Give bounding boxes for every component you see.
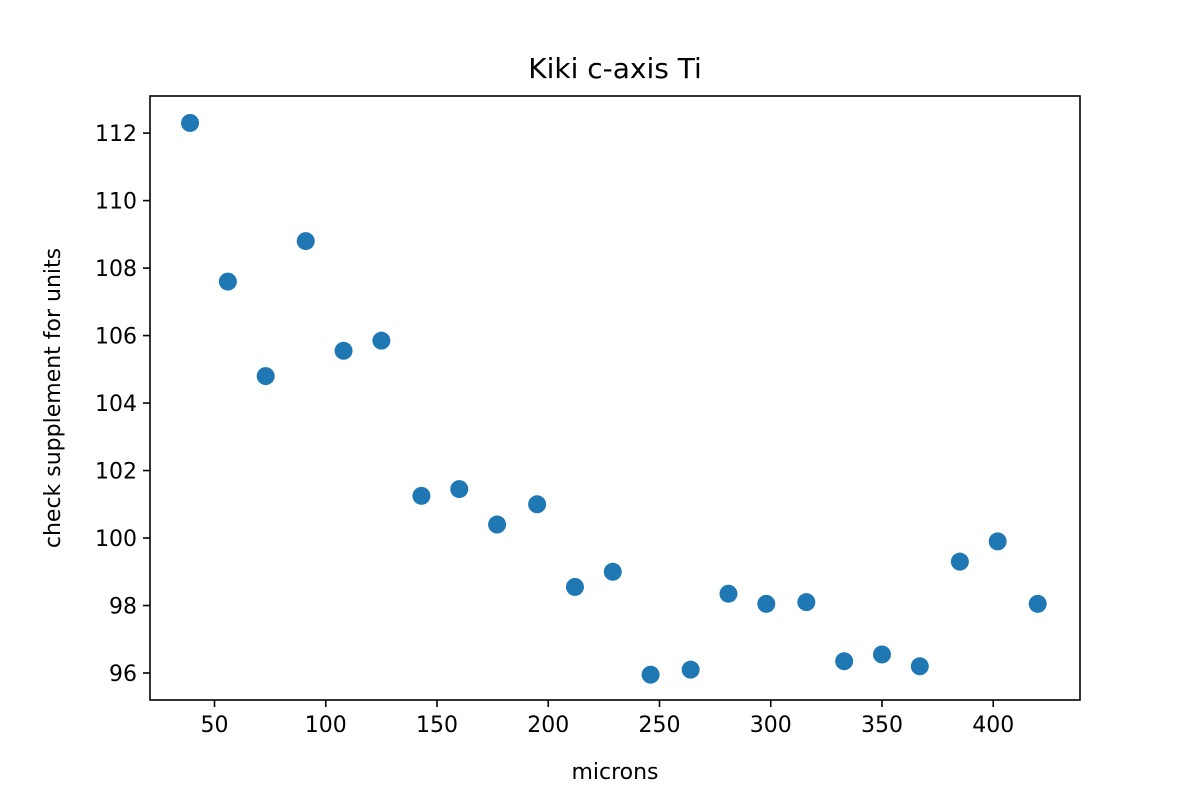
data-point bbox=[950, 552, 969, 571]
data-point bbox=[910, 657, 929, 676]
data-point bbox=[218, 272, 237, 291]
y-tick-label: 112 bbox=[95, 122, 137, 147]
x-tick-label: 150 bbox=[416, 713, 458, 738]
x-tick-label: 250 bbox=[638, 713, 680, 738]
y-tick-label: 104 bbox=[95, 392, 137, 417]
y-axis: 96 98 100 102 104 106 108 110 112 bbox=[95, 122, 150, 687]
y-tick-label: 96 bbox=[109, 662, 137, 687]
data-point bbox=[372, 331, 391, 350]
plot-frame bbox=[149, 95, 1081, 701]
data-point bbox=[488, 515, 507, 534]
data-point bbox=[1028, 594, 1047, 613]
y-tick-label: 100 bbox=[95, 527, 137, 552]
x-tick-label: 200 bbox=[527, 713, 569, 738]
y-axis-label: check supplement for units bbox=[41, 248, 66, 548]
y-tick-label: 110 bbox=[95, 190, 137, 215]
data-point bbox=[181, 113, 200, 132]
data-point bbox=[681, 660, 700, 679]
data-point bbox=[256, 367, 275, 386]
x-tick-label: 100 bbox=[305, 713, 347, 738]
data-point bbox=[719, 584, 738, 603]
data-point bbox=[450, 480, 469, 499]
data-point bbox=[797, 593, 816, 612]
x-tick-label: 400 bbox=[972, 713, 1014, 738]
x-tick-label: 300 bbox=[750, 713, 792, 738]
data-point bbox=[334, 341, 353, 360]
x-tick-label: 350 bbox=[861, 713, 903, 738]
y-tick-label: 98 bbox=[109, 595, 137, 620]
plot-area bbox=[181, 113, 1047, 684]
data-point bbox=[528, 495, 547, 514]
x-tick-label: 50 bbox=[201, 713, 229, 738]
data-point bbox=[988, 532, 1007, 551]
data-point bbox=[565, 577, 584, 596]
data-point bbox=[872, 645, 891, 664]
y-tick-label: 108 bbox=[95, 257, 137, 282]
data-point bbox=[296, 232, 315, 251]
data-point bbox=[835, 652, 854, 671]
data-point bbox=[641, 665, 660, 684]
x-axis: 50 100 150 200 250 300 350 400 bbox=[201, 700, 1014, 738]
y-tick-label: 106 bbox=[95, 325, 137, 350]
data-point bbox=[412, 486, 431, 505]
x-axis-label: microns bbox=[571, 760, 658, 785]
data-point bbox=[757, 594, 776, 613]
data-point bbox=[603, 562, 622, 581]
chart-title: Kiki c-axis Ti bbox=[528, 52, 702, 85]
y-tick-label: 102 bbox=[95, 460, 137, 485]
